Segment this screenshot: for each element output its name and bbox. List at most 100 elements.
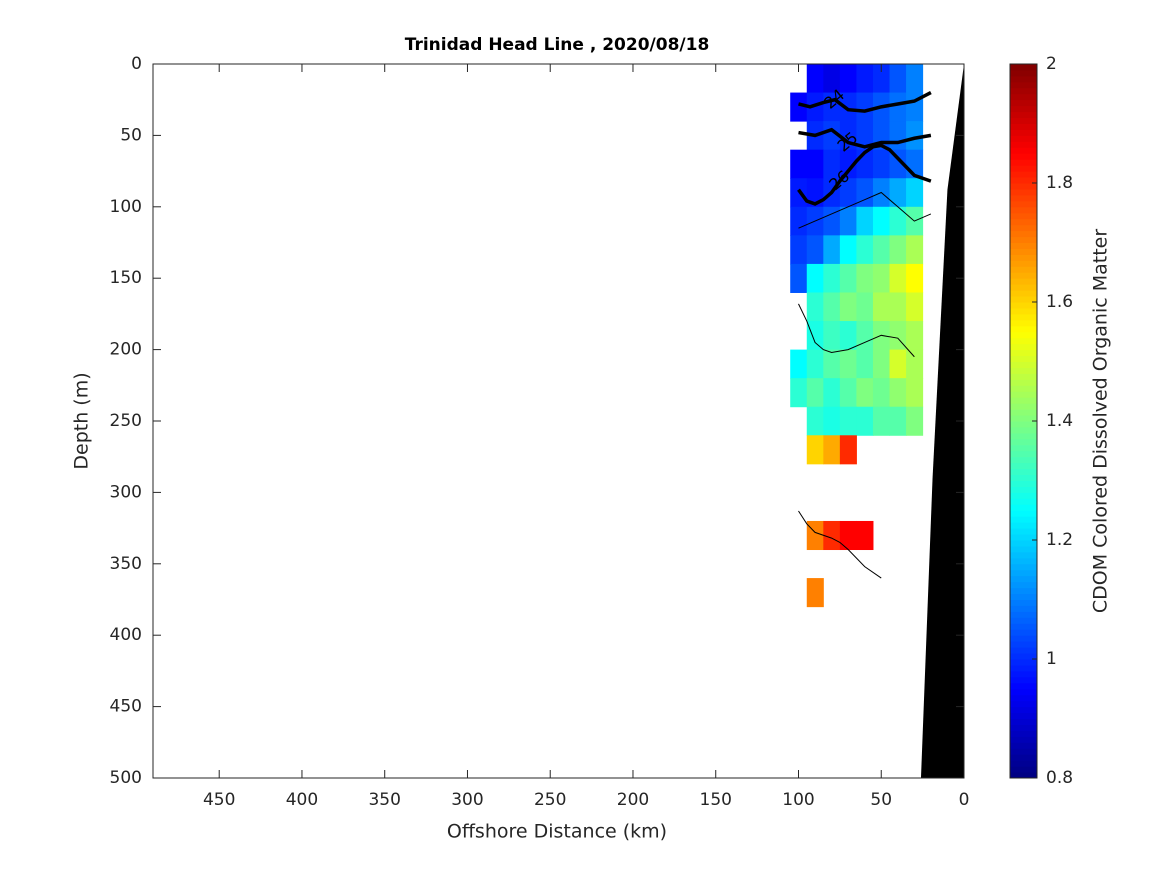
field-cell [839,149,857,179]
colorbar-band [1010,93,1037,101]
field-cell [872,292,891,322]
y-tick-label: 250 [110,411,142,431]
field-cell [889,149,907,179]
y-tick-label: 350 [110,554,142,574]
colorbar-band [1010,682,1037,690]
colorbar-band [1010,587,1037,595]
field-cell [790,92,808,122]
colorbar-band [1010,623,1037,630]
colorbar-band [1010,653,1037,660]
colorbar-band [1010,575,1037,583]
field-cell [872,64,891,94]
colorbar-band [1010,557,1037,565]
colorbar-band [1010,123,1037,130]
field-cell [889,121,907,151]
field-cell [906,235,924,265]
y-tick-label: 500 [110,768,142,788]
field-cell [823,263,841,293]
colorbar-label: CDOM Colored Dissolved Organic Matter [1090,229,1112,613]
colorbar-band [1010,742,1037,749]
field-cell [872,378,891,408]
colorbar-band [1010,528,1037,535]
field-cell [856,349,874,379]
colorbar-band [1010,159,1037,166]
field-cell [806,520,824,551]
colorbar-band [1010,254,1037,261]
field-cell [839,378,857,408]
x-tick-label: 50 [870,790,892,810]
colorbar-band [1010,325,1037,333]
field-cell [823,321,841,351]
field-cell [839,178,857,208]
colorbar-tick-label: 1.6 [1046,292,1073,312]
chart-title: Trinidad Head Line , 2020/08/18 [405,35,710,55]
colorbar-band [1010,421,1037,428]
field-cell [806,92,824,122]
colorbar-band [1010,81,1037,89]
colorbar-band [1010,349,1037,357]
colorbar-band [1010,206,1037,214]
field-cell [839,321,857,351]
field-cell [906,321,924,351]
colorbar-band [1010,456,1037,464]
colorbar-band [1010,367,1037,374]
colorbar-band [1010,135,1037,142]
y-tick-label: 400 [110,625,142,645]
field-cell [839,292,857,322]
field-cell [889,206,907,236]
colorbar-band [1010,361,1037,368]
colorbar-band [1010,319,1037,327]
colorbar-band [1010,278,1037,285]
field-cell [906,121,924,151]
field-cell [872,235,891,265]
field-cell [872,263,891,293]
x-tick-label: 300 [451,790,483,810]
colorbar-band [1010,99,1037,107]
colorbar-band [1010,248,1037,255]
field-cell [806,235,824,265]
colorbar-band [1010,706,1037,714]
colorbar-tick-label: 2 [1046,54,1057,74]
colorbar-band [1010,337,1037,345]
field-cell [806,321,824,351]
colorbar-band [1010,700,1037,708]
field-cell [806,149,824,179]
colorbar-band [1010,307,1037,315]
field-cell [790,149,808,179]
colorbar-band [1010,224,1037,232]
colorbar-band [1010,599,1037,606]
field-cell [889,292,907,322]
colorbar-band [1010,355,1037,362]
colorbar-band [1010,111,1037,119]
labeled-contour [797,143,932,206]
field-cell [823,520,841,551]
field-cell [889,406,907,436]
field-cell [790,349,808,379]
field-cell [823,121,841,151]
labeled-contour [798,127,932,149]
colorbar-band [1010,236,1037,243]
colorbar-band [1010,522,1037,529]
y-tick-label: 300 [110,482,142,502]
x-tick-label: 150 [700,790,732,810]
y-tick-label: 50 [120,125,142,145]
colorbar-band [1010,218,1037,226]
colorbar-band [1010,432,1037,440]
colorbar-band [1010,540,1037,547]
field-cell [889,263,907,293]
colorbar-band [1010,75,1037,83]
x-tick-label: 450 [203,790,235,810]
colorbar-band [1010,480,1037,487]
field-cell [856,292,874,322]
colorbar-band [1010,183,1037,190]
x-tick-label: 400 [286,790,318,810]
field-cell [856,263,874,293]
colorbar-band [1010,581,1037,589]
colorbar-band [1010,373,1037,380]
colorbar-tick-label: 0.8 [1046,768,1073,788]
colorbar-band [1010,664,1037,672]
colorbar-band [1010,397,1037,404]
colorbar-band [1010,260,1037,267]
field-cell [839,435,857,465]
